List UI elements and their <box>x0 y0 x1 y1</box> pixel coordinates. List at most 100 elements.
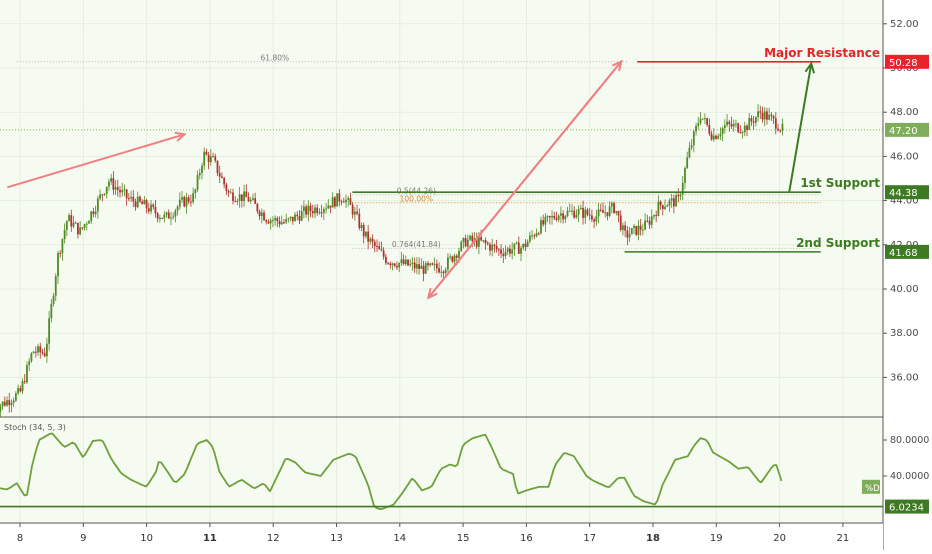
candle-body <box>68 215 70 222</box>
candle-body <box>435 263 438 269</box>
candle-body <box>203 151 206 166</box>
candle-body <box>710 133 713 140</box>
candle-body <box>668 200 671 206</box>
candle-body <box>298 216 301 221</box>
stoch-y-tick-label: 80.0000 <box>890 435 929 446</box>
candle-body <box>190 201 192 203</box>
candle-body <box>92 211 95 215</box>
candle-body <box>110 178 113 182</box>
candle-body <box>502 253 505 256</box>
candle-body <box>604 212 607 214</box>
candle-body <box>706 118 709 125</box>
level-badge-text: 50.28 <box>889 58 918 69</box>
candle-body <box>460 241 463 251</box>
candle-body <box>509 248 511 254</box>
candle-body <box>440 271 443 273</box>
candle-body <box>283 222 285 224</box>
candle-body <box>433 263 436 265</box>
candle-body <box>593 219 596 222</box>
candle-body <box>635 225 638 235</box>
candle-body <box>30 353 33 362</box>
candle-body <box>105 186 108 194</box>
candle-body <box>300 211 303 221</box>
x-tick-label: 16 <box>520 533 533 544</box>
candle-body <box>227 190 230 193</box>
candle-body <box>201 165 203 173</box>
candle-body <box>411 262 414 264</box>
candle-body <box>455 255 458 258</box>
candle-body <box>619 215 622 230</box>
candle-body <box>329 205 332 208</box>
candle-body <box>387 263 389 265</box>
candle-body <box>766 111 768 120</box>
candle-body <box>442 271 445 274</box>
candle-body <box>114 187 117 190</box>
candle-body <box>413 262 416 269</box>
candle-body <box>715 135 717 139</box>
x-tick-label: 8 <box>17 533 23 544</box>
candle-body <box>723 125 726 129</box>
candle-body <box>506 248 509 252</box>
candle-body <box>708 124 711 134</box>
candle-body <box>134 201 137 208</box>
x-tick-label: 10 <box>140 533 153 544</box>
candle-body <box>0 406 2 412</box>
candle-body <box>626 230 629 238</box>
candle-body <box>657 201 660 216</box>
candle-body <box>699 118 702 124</box>
x-tick-label: 21 <box>837 533 850 544</box>
candle-body <box>544 216 547 225</box>
candle-body <box>599 209 602 211</box>
candle-body <box>365 231 367 237</box>
candle-body <box>316 207 319 213</box>
candle-body <box>495 246 498 250</box>
candle-body <box>225 184 228 191</box>
candle-body <box>688 147 691 158</box>
uptrend-arrow-shaft <box>7 133 185 189</box>
candle-body <box>196 175 199 190</box>
y-tick-label: 44.00 <box>890 196 919 207</box>
candle-body <box>431 263 434 265</box>
candle-body <box>608 206 611 216</box>
y-tick-label: 40.00 <box>890 284 919 295</box>
candle-body <box>256 203 259 212</box>
candle-body <box>695 125 697 132</box>
candle-body <box>174 210 177 217</box>
candle-body <box>438 268 440 273</box>
candle-body <box>26 365 28 383</box>
candle-body <box>493 244 496 247</box>
candle-body <box>176 206 179 211</box>
candle-body <box>209 156 212 163</box>
candle-body <box>307 205 310 215</box>
candle-body <box>595 216 598 222</box>
candle-body <box>564 216 567 220</box>
candle-body <box>32 351 35 354</box>
candle-body <box>367 231 370 242</box>
candle-body <box>664 206 666 210</box>
candle-body <box>34 351 37 353</box>
candle-body <box>10 402 13 406</box>
candle-body <box>229 192 232 194</box>
candle-body <box>54 276 57 296</box>
candle-body <box>59 252 62 254</box>
stoch-y-tick-label: 40.0000 <box>890 471 929 482</box>
candle-body <box>486 243 489 245</box>
candle-body <box>181 197 183 200</box>
candle-body <box>90 211 93 222</box>
candle-body <box>216 160 219 174</box>
candle-body <box>353 211 356 215</box>
candle-body <box>768 114 771 120</box>
y-tick-label: 38.00 <box>890 328 919 339</box>
candle-body <box>535 233 538 237</box>
candle-body <box>522 243 525 248</box>
candle-body <box>458 250 460 258</box>
candle-body <box>327 205 330 209</box>
candle-body <box>466 239 469 247</box>
candle-body <box>735 123 737 125</box>
candle-body <box>737 123 740 133</box>
candle-body <box>263 212 265 221</box>
candle-body <box>351 204 354 215</box>
candle-body <box>464 238 467 247</box>
candle-body <box>686 157 689 169</box>
